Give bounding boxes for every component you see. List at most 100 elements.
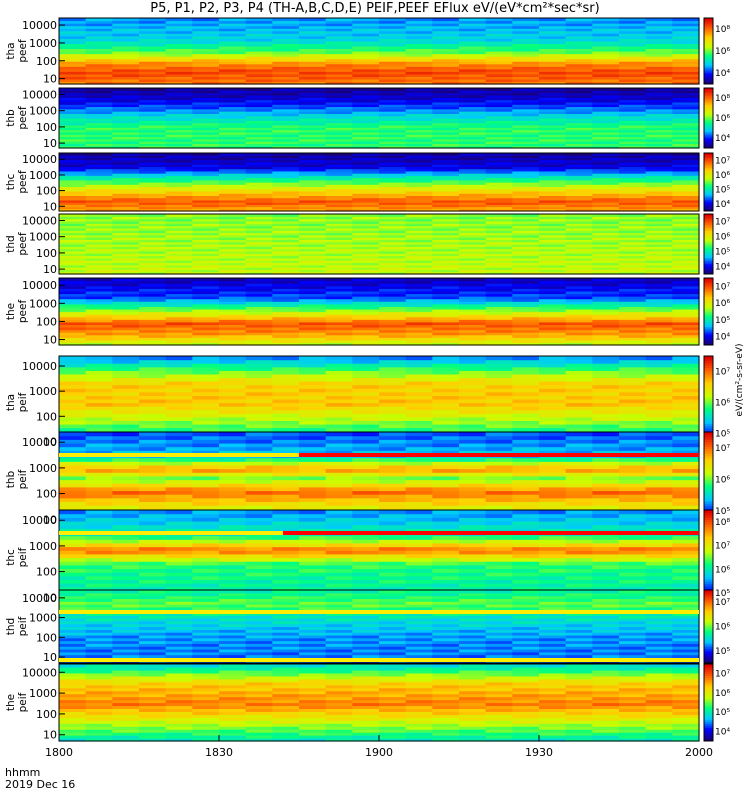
spectrogram-cell [619,290,647,295]
spectrogram-cell [352,136,380,140]
spectrogram-cell [592,66,620,70]
spectrogram-cell [59,90,87,94]
spectrogram-cell [59,461,87,466]
spectrogram-cell [59,475,87,481]
spectrogram-cell [192,195,220,199]
spectrogram-cell [139,131,167,135]
spectrogram-cell [245,73,273,77]
spectrogram-cell [299,179,327,183]
spectrogram-cell [485,464,513,470]
spectrogram-cell [459,280,487,284]
spectrogram-cell [165,442,193,448]
colorbar-tick-label: 10⁷ [715,282,730,292]
spectrogram-cell [59,513,87,518]
spectrogram-cell [619,134,647,138]
spectrogram-cell [565,182,593,185]
spectrogram-cell [352,38,380,42]
spectrogram-cell [325,450,353,455]
spectrogram-cell [139,175,167,179]
spectrogram-cell [539,134,567,138]
spectrogram-cell [325,479,353,484]
spectrogram-cell [192,145,220,149]
spectrogram-cell [405,206,433,210]
spectrogram-cell [565,432,593,437]
spectrogram-cell [592,56,620,60]
spectrogram-cell [379,461,407,466]
spectrogram-cell [565,319,593,323]
spectrogram-cell [352,138,380,142]
spectrogram-cell [112,494,140,499]
spectrogram-cell [352,406,380,411]
spectrogram-cell [565,136,593,140]
spectrogram-cell [219,92,247,96]
spectrogram-cell [272,90,300,94]
spectrogram-cell [352,18,380,22]
spectrogram-cell [592,28,620,32]
spectrogram-cell [299,159,327,163]
spectrogram-cell [592,30,620,34]
spectrogram-cell [592,311,620,315]
spectrogram-cell [379,301,407,305]
spectrogram-cell [85,381,113,386]
spectrogram-cell [325,136,353,140]
spectrogram-cell [379,106,407,110]
spectrogram-cell [112,232,140,236]
spectrogram-cell [112,197,140,201]
spectrogram-cell [645,71,673,75]
spectrogram-cell [219,303,247,307]
spectrogram-cell [59,337,87,341]
spectrogram-cell [165,124,193,128]
spectrogram-cell [325,420,353,425]
spectrogram-cell [512,155,540,159]
spectrogram-cell [325,153,353,156]
colorbar-tick-label: 10⁵ [715,248,730,258]
spectrogram-cell [112,427,140,432]
spectrogram-cell [219,214,247,217]
spectrogram-cell [565,479,593,484]
colorbar-segment [704,206,713,209]
spectrogram-cell [219,248,247,252]
spectrogram-cell [672,420,700,425]
spectrogram-cell [645,193,673,196]
spectrogram-cell [619,43,647,47]
spectrogram-cell [112,398,140,404]
spectrogram-cell [619,202,647,205]
spectrogram-cell [405,427,433,432]
spectrogram-cell [59,244,87,247]
spectrogram-cell [619,118,647,121]
spectrogram-cell [432,319,460,323]
spectrogram-cell [459,129,487,133]
spectrogram-cell [85,575,113,581]
spectrogram-cell [405,56,433,60]
spectrogram-cell [139,239,167,243]
spectrogram-cell [539,45,567,50]
spectrogram-cell [432,269,460,273]
spectrogram-cell [219,486,247,492]
spectrogram-cell [59,143,87,147]
spectrogram-cell [485,108,513,112]
spectrogram-cell [565,326,593,331]
spectrogram-cell [112,575,140,581]
spectrogram-cell [219,108,247,112]
spectrogram-cell [645,202,673,205]
spectrogram-cell [165,311,193,315]
spectrogram-cell [405,409,433,414]
spectrogram-cell [539,122,567,126]
spectrogram-cell [645,111,673,114]
spectrogram-cell [352,184,380,188]
spectrogram-cell [192,542,220,548]
spectrogram-cell [565,388,593,393]
spectrogram-cell [59,71,87,75]
spectrogram-cell [485,475,513,481]
spectrogram-cell [112,505,140,510]
spectrogram-cell [299,33,327,37]
spectrogram-cell [539,446,567,451]
spectrogram-cell [539,420,567,425]
spectrogram-cell [112,356,140,361]
spectrogram-cell [619,278,647,282]
spectrogram-cell [85,56,113,60]
spectrogram-cell [512,97,540,101]
spectrogram-cell [352,427,380,432]
spectrogram-cell [112,283,140,287]
spectrogram-cell [325,285,353,289]
